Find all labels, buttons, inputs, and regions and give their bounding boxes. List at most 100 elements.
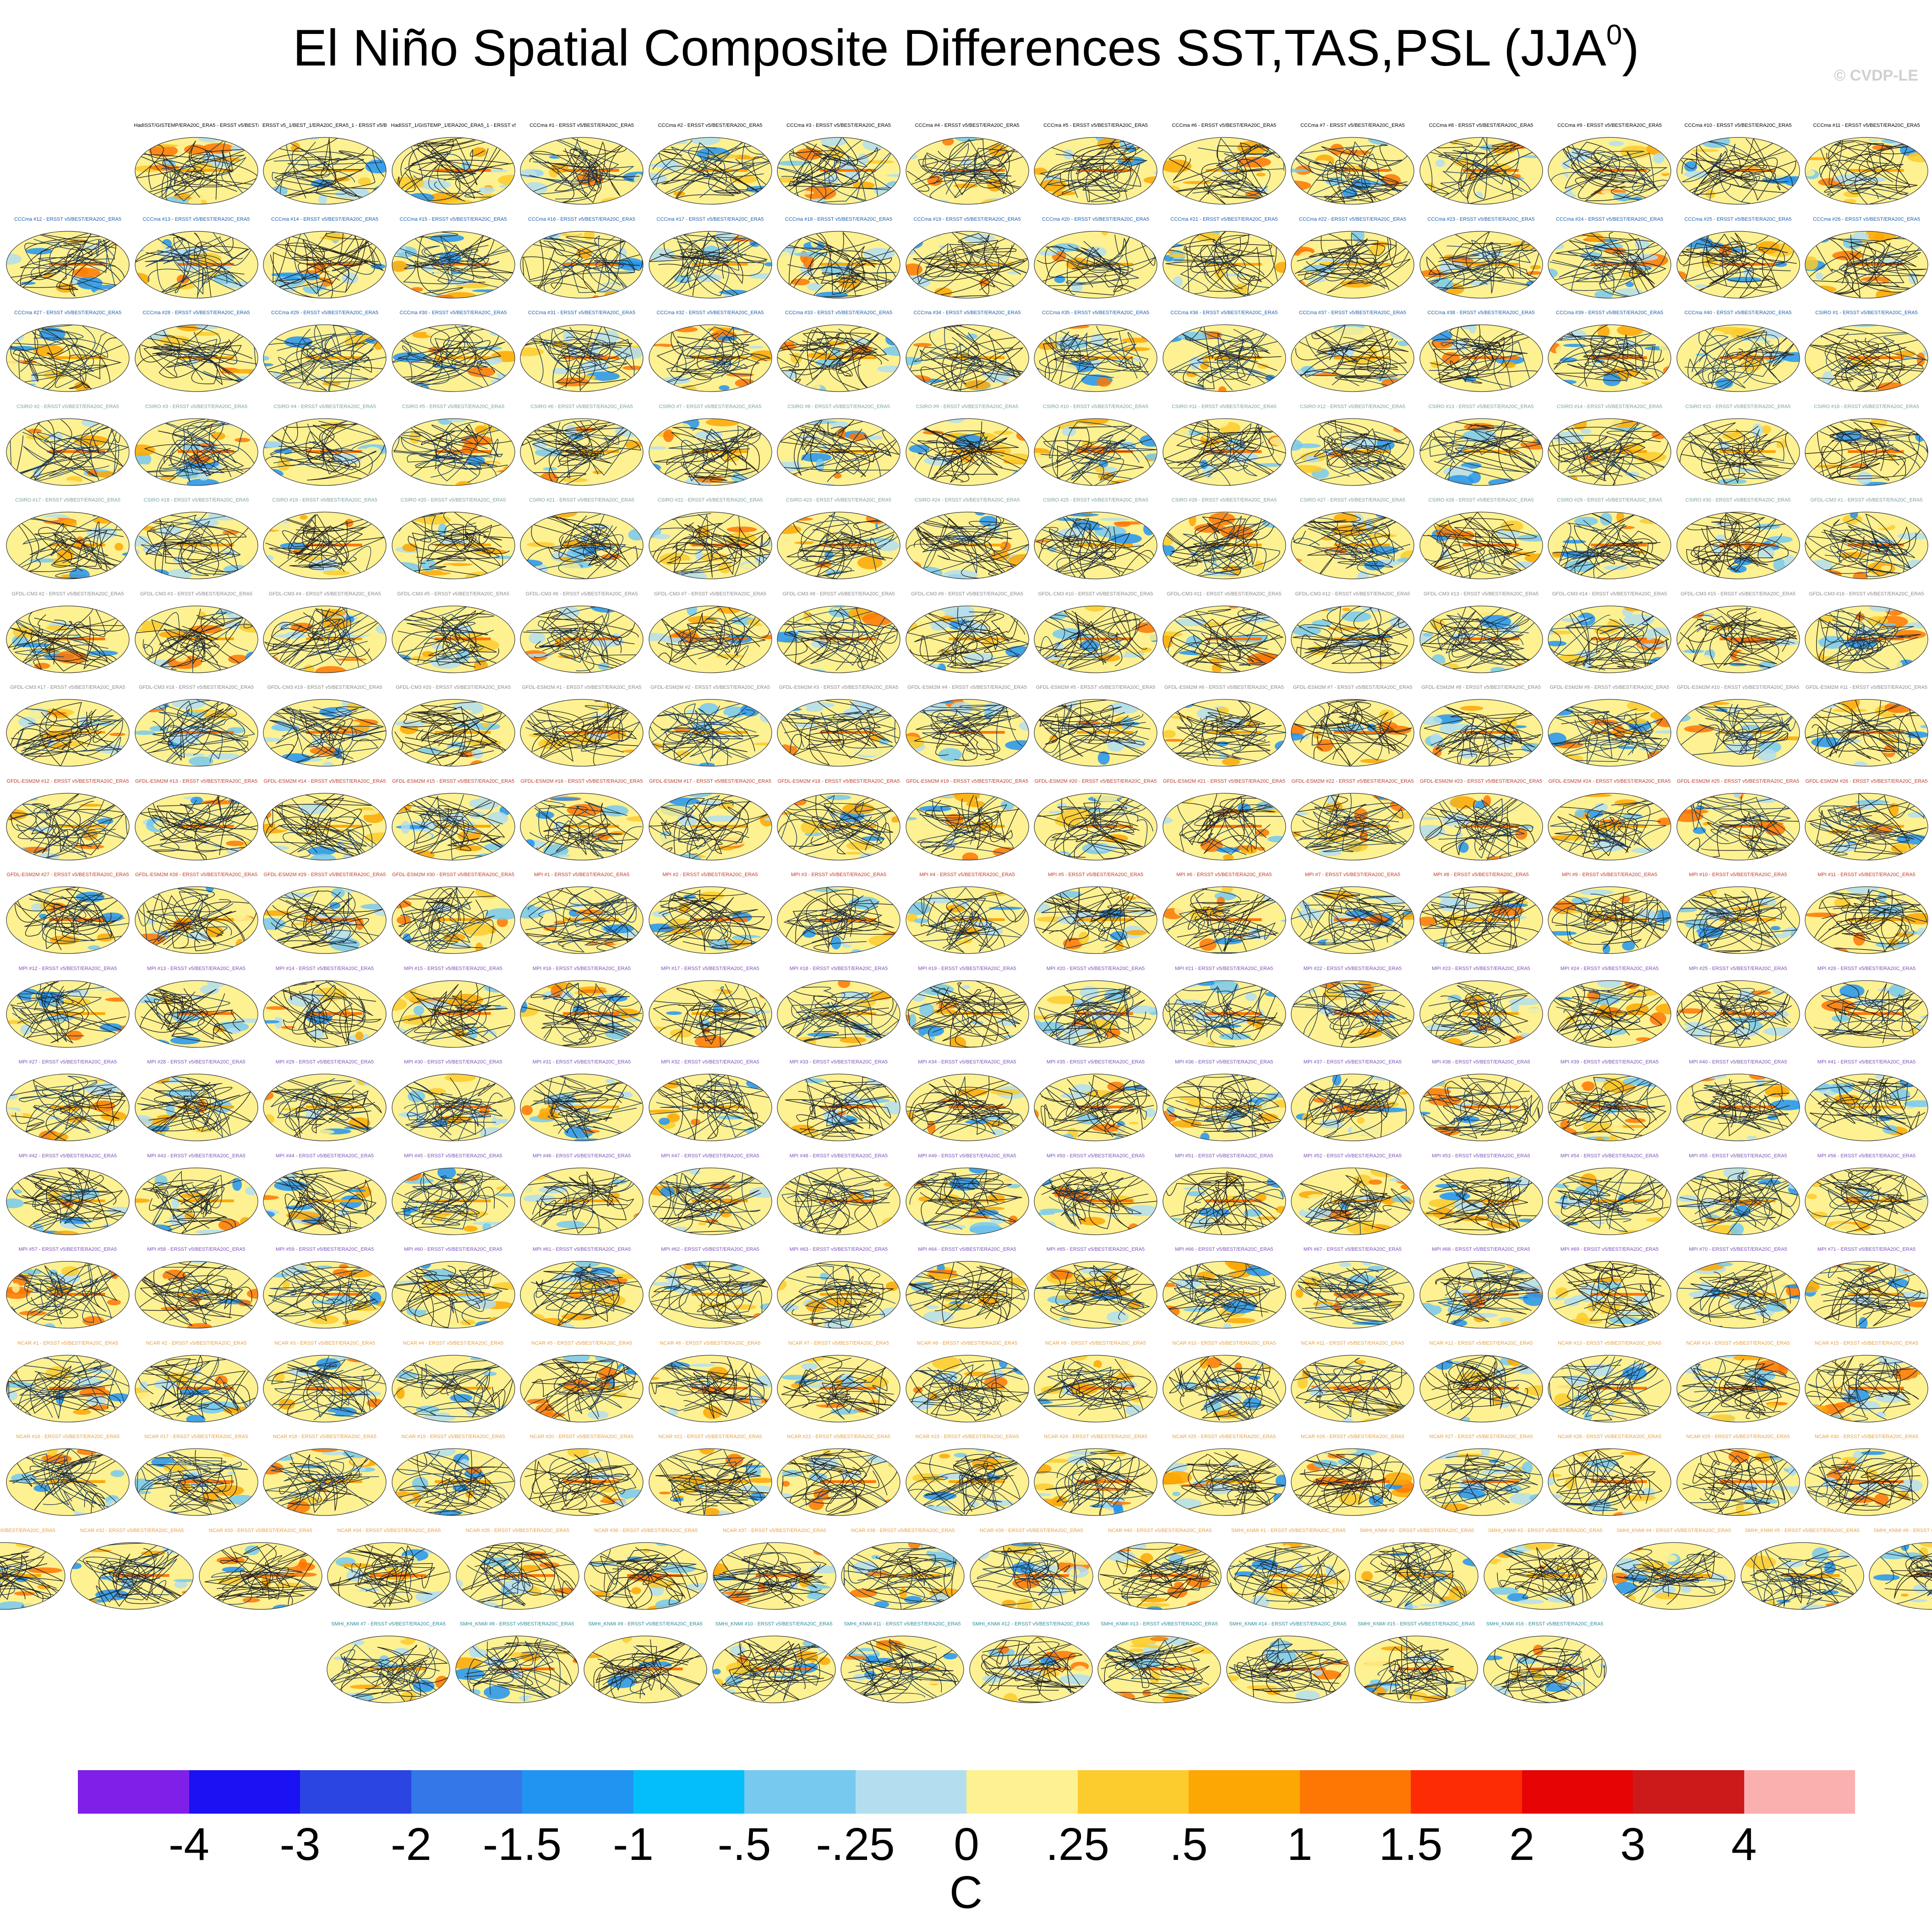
global-map bbox=[777, 512, 901, 579]
pressure-contour bbox=[1554, 329, 1664, 377]
anomaly-patch bbox=[193, 332, 220, 336]
pressure-contour bbox=[1555, 445, 1633, 477]
map-panel: GFDL-CM3 #15 - ERSST v5/BEST/ERA20C_ERA5 bbox=[1676, 591, 1801, 683]
anomaly-patch bbox=[1603, 373, 1621, 387]
equatorial-anomaly bbox=[49, 918, 105, 921]
equatorial-anomaly bbox=[820, 356, 876, 359]
pressure-contour bbox=[1686, 533, 1782, 565]
pressure-contour bbox=[1825, 343, 1877, 388]
anomaly-patch bbox=[626, 1018, 641, 1022]
pressure-contour bbox=[1848, 419, 1928, 483]
anomaly-patch bbox=[798, 474, 829, 480]
pressure-contour bbox=[1059, 887, 1150, 949]
map-outline bbox=[777, 418, 901, 486]
map-outline bbox=[6, 886, 130, 954]
map-panel: GFDL-CM3 #16 - ERSST v5/BEST/ERA20C_ERA5 bbox=[1804, 591, 1929, 683]
map-outline bbox=[520, 137, 644, 205]
map-outline bbox=[391, 605, 515, 673]
panel-label: CCCma #11 - ERSST v5/BEST/ERA20C_ERA5 bbox=[1813, 123, 1920, 128]
anomaly-patch bbox=[1486, 461, 1499, 473]
anomaly-patch bbox=[801, 137, 817, 140]
anomaly-patch bbox=[1519, 381, 1536, 391]
pressure-contour bbox=[794, 418, 824, 476]
panel-label: GFDL-ESM2M #14 - ERSST v5/BEST/ERA20C_ER… bbox=[263, 778, 386, 784]
pressure-contour bbox=[1037, 328, 1149, 372]
pressure-contour bbox=[1818, 805, 1908, 849]
pressure-contour bbox=[17, 887, 117, 936]
anomaly-patch bbox=[1399, 605, 1412, 611]
anomaly-patch bbox=[117, 574, 129, 579]
anomaly-patch bbox=[1264, 576, 1272, 579]
map-panel: CCCma #6 - ERSST v5/BEST/ERA20C_ERA5 bbox=[1162, 123, 1287, 215]
anomaly-patch bbox=[1731, 888, 1739, 894]
anomaly-patch bbox=[564, 857, 588, 860]
map-panel: MPI #14 - ERSST v5/BEST/ERA20C_ERA5 bbox=[262, 966, 387, 1058]
pressure-contour bbox=[150, 700, 248, 753]
pressure-contour bbox=[544, 150, 617, 191]
pressure-contour bbox=[564, 512, 617, 551]
pressure-contour bbox=[1684, 329, 1782, 386]
anomaly-patch bbox=[1379, 709, 1395, 721]
pressure-contour bbox=[1316, 341, 1408, 373]
pressure-contour bbox=[280, 609, 360, 670]
map-outline bbox=[648, 230, 772, 299]
pressure-contour bbox=[1309, 252, 1388, 289]
anomaly-patch bbox=[237, 556, 248, 567]
map-panel: GFDL-CM3 #11 - ERSST v5/BEST/ERA20C_ERA5 bbox=[1162, 591, 1287, 683]
pressure-contour bbox=[1694, 334, 1779, 385]
pressure-contour bbox=[553, 523, 619, 569]
pressure-contour bbox=[1556, 145, 1665, 199]
pressure-contour bbox=[1569, 904, 1642, 949]
anomaly-patch bbox=[1563, 343, 1586, 347]
anomaly-patch bbox=[779, 251, 791, 264]
anomaly-patch bbox=[1660, 466, 1671, 476]
anomaly-patch bbox=[1304, 454, 1320, 463]
equatorial-anomaly bbox=[1719, 637, 1776, 640]
anomaly-patch bbox=[472, 289, 502, 292]
anomaly-patch bbox=[109, 887, 118, 894]
anomaly-patch bbox=[112, 943, 129, 954]
anomaly-patch bbox=[364, 832, 386, 843]
anomaly-patch bbox=[211, 432, 225, 440]
anomaly-patch bbox=[1625, 281, 1634, 287]
pressure-contour bbox=[1037, 632, 1104, 665]
equatorial-anomaly bbox=[1334, 356, 1390, 359]
pressure-contour bbox=[1694, 542, 1797, 578]
pressure-contour bbox=[147, 515, 240, 575]
global-map bbox=[777, 230, 901, 299]
pressure-contour bbox=[1827, 143, 1911, 189]
equatorial-anomaly bbox=[691, 169, 748, 172]
anomaly-patch bbox=[1419, 292, 1435, 298]
anomaly-patch bbox=[988, 906, 1022, 910]
anomaly-patch bbox=[630, 565, 639, 571]
anomaly-patch bbox=[1124, 896, 1136, 900]
map-outline bbox=[6, 512, 130, 579]
anomaly-patch bbox=[1518, 887, 1543, 889]
anomaly-patch bbox=[567, 804, 602, 816]
global-map bbox=[1034, 792, 1157, 861]
global-map bbox=[263, 418, 387, 486]
anomaly-patch bbox=[800, 820, 820, 834]
pressure-contour bbox=[1435, 157, 1534, 202]
global-map bbox=[391, 980, 515, 1048]
equatorial-anomaly bbox=[1077, 544, 1133, 546]
panel-label: CSIRO #10 - ERSST v5/BEST/ERA20C_ERA5 bbox=[1043, 403, 1148, 409]
pressure-contour bbox=[906, 325, 1023, 392]
pressure-contour bbox=[148, 160, 213, 190]
global-map bbox=[648, 605, 772, 673]
panel-label: GFDL-ESM2M #23 - ERSST v5/BEST/ERA20C_ER… bbox=[1420, 778, 1542, 784]
anomaly-patch bbox=[1493, 538, 1514, 544]
pressure-contour bbox=[1816, 618, 1888, 663]
anomaly-patch bbox=[367, 608, 386, 614]
pressure-contour bbox=[408, 993, 509, 1029]
anomaly-patch bbox=[811, 231, 831, 234]
pressure-contour bbox=[920, 607, 1020, 668]
map-outline bbox=[1034, 886, 1157, 954]
equatorial-anomaly bbox=[49, 731, 105, 734]
panel-label: GFDL-ESM2M #15 - ERSST v5/BEST/ERA20C_ER… bbox=[392, 778, 514, 784]
pressure-contour bbox=[921, 155, 1015, 198]
pressure-contour bbox=[813, 139, 879, 204]
anomaly-patch bbox=[621, 137, 630, 144]
anomaly-patch bbox=[1832, 708, 1867, 713]
anomaly-patch bbox=[474, 425, 487, 434]
